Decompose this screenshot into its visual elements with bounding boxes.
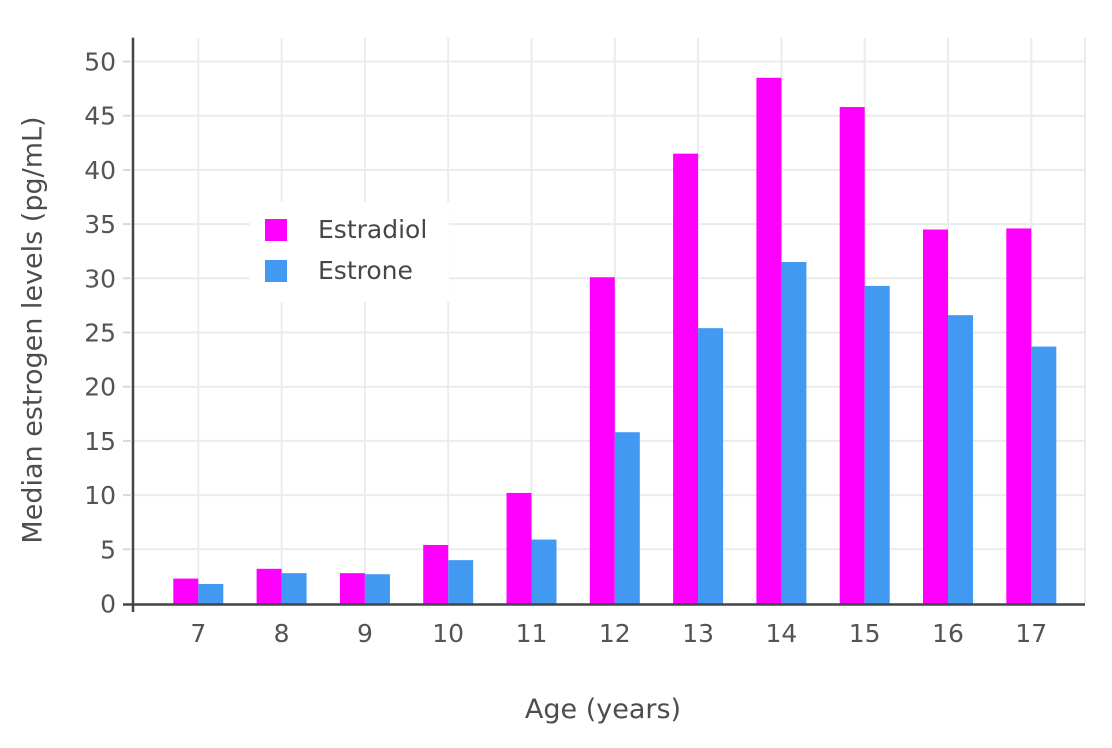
bar-estradiol-age-12[interactable] <box>589 277 615 604</box>
bar-estradiol-age-17[interactable] <box>1006 228 1032 604</box>
bar-estrone-age-17[interactable] <box>1031 346 1057 604</box>
legend-item-estradiol[interactable]: Estradiol <box>265 214 427 246</box>
x-tick-label: 10 <box>432 619 464 648</box>
x-tick-label: 15 <box>849 619 881 648</box>
bar-estrone-age-10[interactable] <box>448 560 474 604</box>
y-tick-label: 35 <box>84 210 116 239</box>
y-tick-label: 40 <box>84 156 116 185</box>
bar-estrone-age-8[interactable] <box>281 573 307 604</box>
bar-estradiol-age-11[interactable] <box>506 492 532 604</box>
bar-estradiol-age-13[interactable] <box>673 153 699 604</box>
bar-estrone-age-11[interactable] <box>531 539 557 604</box>
y-tick-label: 25 <box>84 319 116 348</box>
y-tick-label: 20 <box>84 373 116 402</box>
x-tick-label: 17 <box>1015 619 1047 648</box>
x-tick-label: 9 <box>357 619 373 648</box>
y-tick-label: 50 <box>84 48 116 77</box>
y-tick-label: 0 <box>100 590 116 619</box>
bar-estradiol-age-14[interactable] <box>756 77 782 604</box>
bar-estrone-age-15[interactable] <box>864 285 890 604</box>
y-tick-label: 10 <box>84 481 116 510</box>
bar-estrone-age-7[interactable] <box>198 583 224 604</box>
y-tick-label: 30 <box>84 264 116 293</box>
estradiol-swatch-icon <box>265 219 287 241</box>
estrone-swatch-icon <box>265 260 287 282</box>
x-tick-label: 13 <box>682 619 714 648</box>
bar-estrone-age-9[interactable] <box>364 574 390 604</box>
bar-estradiol-age-16[interactable] <box>923 229 948 604</box>
bar-estradiol-age-15[interactable] <box>839 107 865 604</box>
bar-estradiol-age-9[interactable] <box>339 573 365 604</box>
legend-label-estrone: Estrone <box>318 256 413 285</box>
x-tick-label: 16 <box>932 619 964 648</box>
y-tick-label: 15 <box>84 427 116 456</box>
y-tick-label: 5 <box>100 535 116 564</box>
x-tick-label: 7 <box>190 619 206 648</box>
y-tick-label: 45 <box>84 102 116 131</box>
x-tick-label: 11 <box>516 619 548 648</box>
bar-estrone-age-12[interactable] <box>614 432 640 604</box>
y-axis-title: Median estrogen levels (pg/mL) <box>17 116 49 544</box>
x-tick-label: 14 <box>765 619 797 648</box>
legend: Estradiol Estrone <box>250 202 450 302</box>
x-tick-label: 8 <box>274 619 290 648</box>
bar-estradiol-age-8[interactable] <box>256 568 282 604</box>
legend-item-estrone[interactable]: Estrone <box>265 255 427 287</box>
legend-label-estradiol: Estradiol <box>318 215 428 244</box>
bar-estrone-age-13[interactable] <box>698 328 724 604</box>
bar-estrone-age-14[interactable] <box>781 262 807 604</box>
bar-estradiol-age-10[interactable] <box>423 544 449 604</box>
x-tick-label: 12 <box>599 619 631 648</box>
bar-estradiol-age-7[interactable] <box>173 578 199 604</box>
x-axis-title: Age (years) <box>524 694 682 725</box>
bar-estrone-age-16[interactable] <box>948 315 973 604</box>
